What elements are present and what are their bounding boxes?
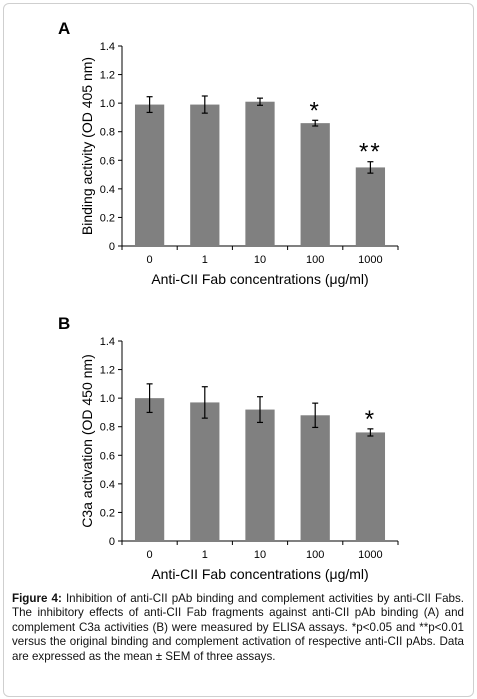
y-tick-label: 1.0 xyxy=(100,393,115,405)
x-tick-label: 1000 xyxy=(358,549,382,561)
y-tick-label: 0.6 xyxy=(100,450,115,462)
panel-a-label: A xyxy=(58,19,70,38)
y-tick-label: 1.4 xyxy=(100,336,115,348)
x-tick-label: 1 xyxy=(202,254,208,266)
x-tick-label: 0 xyxy=(147,254,153,266)
x-tick-label: 10 xyxy=(254,549,266,561)
chart-b-c3a-activation: B 0 0.2 0.4 0.6 0.8 1.0 1.2 1.4 0 1 10 100 1000 * Anti… xyxy=(58,314,399,582)
bar xyxy=(300,123,330,246)
y-tick-label: 0.6 xyxy=(100,155,115,167)
caption-label: Figure 4: xyxy=(12,592,62,605)
y-tick-label: 0.2 xyxy=(100,212,115,224)
x-tick-label: 100 xyxy=(306,254,324,266)
y-tick-label: 0.2 xyxy=(100,507,115,519)
y-tick-label: 0.4 xyxy=(100,479,115,491)
bar xyxy=(134,104,165,246)
caption-text: Inhibition of anti-CII pAb binding and c… xyxy=(12,592,464,663)
x-axis-title: Anti-CII Fab concentrations (μg/ml) xyxy=(151,566,368,582)
y-axis-title: C3a activation (OD 450 nm) xyxy=(79,354,95,528)
chart-a-binding-activity: A 0 0.2 0.4 0.6 0.8 1.0 1.2 1.4 0 1 10 100 * 1000 ** An… xyxy=(58,19,399,287)
y-tick-label: 0.4 xyxy=(100,184,115,196)
bar xyxy=(134,398,165,541)
bar xyxy=(355,167,386,246)
panel-b-label: B xyxy=(58,314,70,333)
y-tick-label: 1.2 xyxy=(100,365,115,377)
y-axis-title: Binding activity (OD 405 nm) xyxy=(79,57,95,235)
y-tick-label: 0 xyxy=(109,536,115,548)
x-axis-title: Anti-CII Fab concentrations (μg/ml) xyxy=(151,271,368,287)
bar xyxy=(300,415,330,541)
figure-caption: Figure 4: Inhibition of anti-CII pAb bin… xyxy=(12,592,464,664)
bar xyxy=(355,432,386,541)
bar xyxy=(190,402,220,541)
figure-4: A 00.20.40.60.81.01.21.40 1 10 100*1000**An… xyxy=(58,19,399,582)
y-tick-label: 1.0 xyxy=(100,98,115,110)
y-tick-label: 0 xyxy=(109,241,115,253)
significance-marker: ** xyxy=(359,139,382,166)
bar xyxy=(190,104,220,246)
y-tick-label: 1.2 xyxy=(100,70,115,82)
bar xyxy=(245,409,275,541)
y-tick-label: 1.4 xyxy=(100,41,115,53)
x-tick-label: 10 xyxy=(254,254,266,266)
x-tick-label: 100 xyxy=(306,549,324,561)
y-tick-label: 0.8 xyxy=(100,422,115,434)
y-tick-label: 0.8 xyxy=(100,127,115,139)
significance-marker: * xyxy=(310,97,321,124)
bar xyxy=(245,101,275,246)
x-tick-label: 1 xyxy=(202,549,208,561)
significance-marker: * xyxy=(365,406,376,433)
figure-frame xyxy=(3,3,474,697)
x-tick-label: 0 xyxy=(147,549,153,561)
x-tick-label: 1000 xyxy=(358,254,382,266)
